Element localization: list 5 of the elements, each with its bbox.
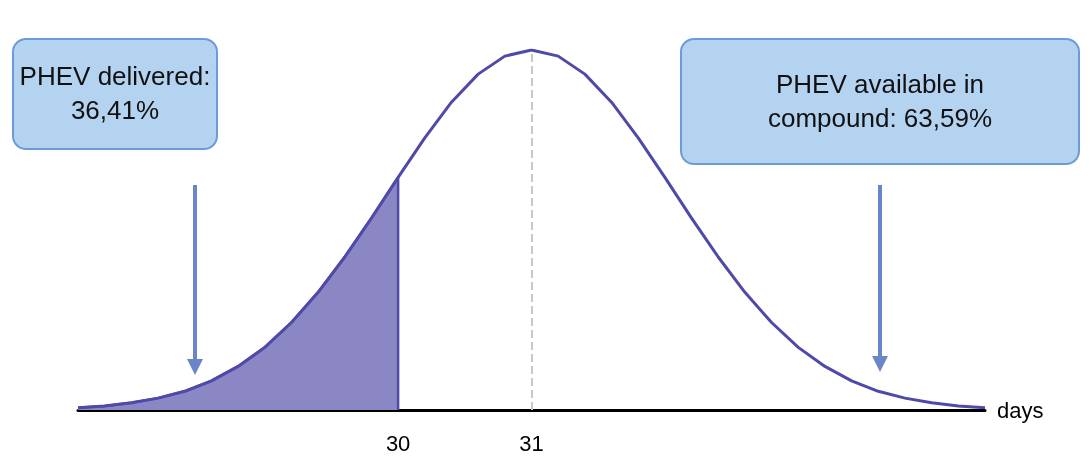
x-tick-label: 31 bbox=[519, 430, 544, 456]
callout-box: PHEV available in compound: 63,59% bbox=[680, 38, 1080, 165]
x-tick-label: 30 bbox=[385, 430, 411, 456]
callout-box: PHEV delivered: 36,41% bbox=[12, 38, 218, 150]
x-axis-title: days bbox=[997, 397, 1044, 423]
